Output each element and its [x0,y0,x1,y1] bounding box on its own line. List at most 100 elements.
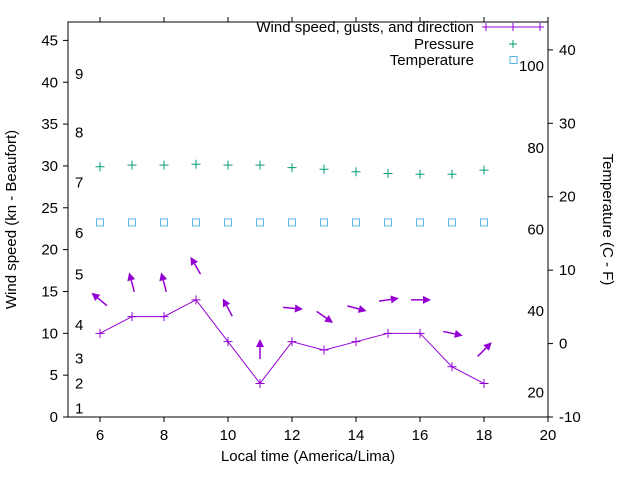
legend-label-wind: Wind speed, gusts, and direction [256,19,474,36]
x-tick-label: 8 [160,427,168,444]
pressure-point [479,165,489,175]
y-left-tick-label: 40 [41,74,58,91]
fahrenheit-scale-label: 40 [527,303,544,320]
wind-speed-point [287,337,297,347]
beaufort-scale-label: 5 [75,267,83,284]
temperature-point [384,218,392,227]
y-right-tick-label: 20 [559,189,576,206]
temperature-point [288,218,296,227]
legend-label-temperature: Temperature [390,52,474,69]
wind-direction-arrow [222,298,233,317]
legend-sample-wind-marker [482,23,490,31]
x-tick-label: 16 [412,427,429,444]
beaufort-scale-label: 8 [75,124,83,141]
pressure-point [95,162,105,172]
wind-speed-point [127,312,137,322]
wind-speed-point [223,337,233,347]
x-tick-label: 10 [220,427,237,444]
beaufort-scale-label: 6 [75,225,83,242]
x-tick-label: 18 [476,427,493,444]
pressure-point [319,164,329,174]
pressure-point [223,160,233,170]
temperature-point [192,218,200,227]
wind-arrow-tail [130,280,136,292]
fahrenheit-scale-label: 80 [527,140,544,157]
temperature-point [448,218,456,227]
x-tick-label: 14 [348,427,365,444]
wind-arrow-tail [193,263,202,275]
pressure-point [383,168,393,178]
y-right-tick-label: 10 [559,262,576,279]
wind-speed-point [383,328,393,338]
wind-direction-arrow [256,339,264,360]
temperature-point [480,218,488,227]
y-right-tick-label: 40 [559,42,576,59]
y-left-axis-title: Wind speed (kn - Beaufort) [3,130,20,309]
wind-arrow-head [390,295,399,304]
wind-arrow-head [256,339,264,348]
pressure-point [191,159,201,169]
wind-direction-arrow [411,295,431,304]
wind-speed-point [255,379,265,389]
x-axis-title: Local time (America/Lima) [221,448,395,465]
y-left-tick-label: 20 [41,242,58,259]
pressure-point [255,160,265,170]
pressure-point [287,163,297,173]
y-left-tick-label: 25 [41,200,58,217]
fahrenheit-scale-label: 60 [527,221,544,238]
x-tick-label: 6 [96,427,104,444]
pressure-point [447,169,457,179]
temperature-point [128,218,136,227]
wind-direction-arrow [127,272,136,292]
wind-direction-arrow [190,256,202,275]
pressure-point [127,160,137,170]
beaufort-scale-label: 1 [75,401,83,418]
wind-speed-point [191,295,201,305]
plot-border [67,21,549,418]
temperature-point [416,218,424,227]
wind-direction-arrow [378,295,399,304]
y-left-tick-label: 30 [41,158,58,175]
wind-direction-arrow [443,330,463,338]
wind-arrow-tail [225,305,233,317]
wind-direction-arrow [347,305,367,313]
wind-arrow-head [190,256,198,266]
wind-speed-point [95,328,105,338]
wind-direction-arrow [91,292,108,307]
y-left-tick-label: 45 [41,32,58,49]
pressure-point [415,169,425,179]
beaufort-scale-label: 3 [75,350,83,367]
legend-label-pressure: Pressure [414,36,474,53]
wind-direction-arrow [282,304,303,313]
fahrenheit-scale-label: 20 [527,385,544,402]
wind-arrow-head [222,298,231,308]
pressure-point [159,160,169,170]
wind-arrow-tail [97,297,108,307]
y-right-axis-title: Temperature (C - F) [599,154,616,286]
wind-arrow-tail [477,347,487,357]
beaufort-scale-label: 2 [75,376,83,393]
wind-arrow-head [91,292,101,301]
wind-direction-arrow [316,310,334,323]
y-left-tick-label: 0 [50,409,58,426]
wind-arrow-head [294,304,303,313]
wind-arrow-tail [347,305,360,310]
wind-speed-point [415,328,425,338]
temperature-point [256,218,264,227]
beaufort-scale-label: 4 [75,317,83,334]
wind-speed-point [319,345,329,355]
temperature-point [320,218,328,227]
legend-sample-wind-marker [536,23,544,31]
wind-arrow-tail [443,330,456,335]
legend-sample-pressure-marker [509,40,517,48]
wind-arrow-tail [378,298,392,302]
temperature-point [224,218,232,227]
x-tick-label: 20 [540,427,557,444]
beaufort-scale-label: 7 [75,175,83,192]
y-left-tick-label: 5 [50,367,58,384]
temperature-point [352,218,360,227]
wind-speed-point [447,362,457,372]
wind-direction-arrow [159,272,168,292]
